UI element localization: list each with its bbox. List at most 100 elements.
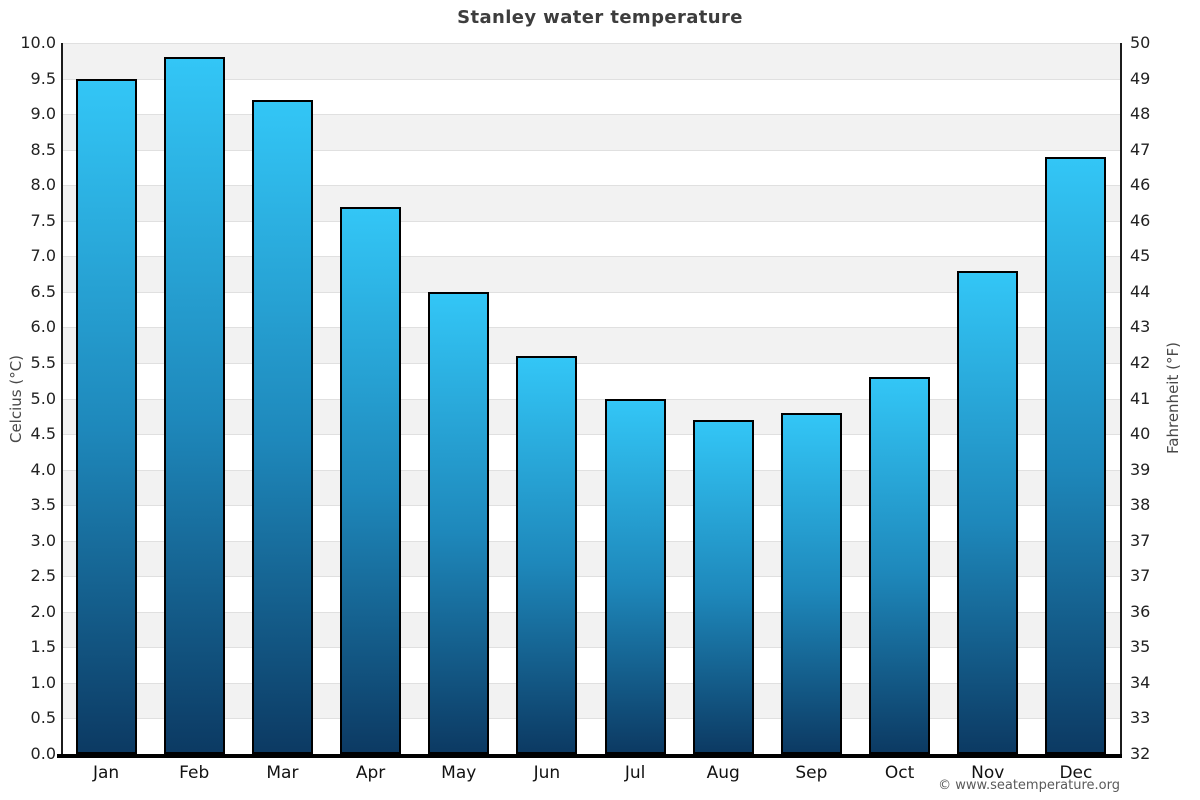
plot-band-row — [62, 505, 1120, 541]
y-tick-right: 37 — [1130, 566, 1151, 586]
gridline — [62, 78, 1120, 80]
y-tick-left: 5.5 — [30, 352, 56, 372]
y-tick-left: 8.0 — [30, 175, 56, 195]
x-tick-jun: Jun — [533, 763, 561, 783]
plot-band-row — [62, 220, 1120, 257]
x-tick-sep: Sep — [795, 763, 828, 783]
gridline — [62, 291, 1120, 293]
plot-band-row — [62, 78, 1120, 115]
y-tick-right: 48 — [1130, 104, 1151, 124]
y-tick-right: 35 — [1130, 637, 1151, 657]
chart-title: Stanley water temperature — [457, 7, 743, 28]
gridline — [62, 362, 1120, 364]
gridline — [62, 611, 1120, 613]
x-tick-mar: Mar — [266, 763, 299, 783]
y-tick-right: 37 — [1130, 530, 1151, 550]
y-tick-right: 34 — [1130, 672, 1151, 692]
y-tick-right: 38 — [1130, 495, 1151, 515]
y-tick-left: 3.0 — [30, 530, 56, 550]
y-tick-right: 39 — [1130, 459, 1151, 479]
y-tick-left: 6.0 — [30, 317, 56, 337]
bar-aug — [692, 419, 754, 754]
gridline — [62, 434, 1120, 436]
bar-mar — [251, 99, 313, 754]
attribution-text: © www.seatemperature.org — [938, 778, 1120, 793]
bar-sep — [780, 412, 842, 754]
y-tick-left: 9.0 — [30, 104, 56, 124]
gridline — [62, 647, 1120, 649]
y-tick-right: 36 — [1130, 601, 1151, 621]
y-tick-right: 46 — [1130, 175, 1151, 195]
plot-band-row — [62, 718, 1120, 754]
gridline — [62, 149, 1120, 151]
y-tick-right: 44 — [1130, 281, 1151, 301]
y-tick-left: 4.5 — [30, 424, 56, 444]
plot-band-row — [62, 611, 1120, 648]
plot-band-row — [62, 43, 1120, 79]
bar-jul — [604, 398, 666, 754]
bar-jun — [516, 355, 578, 754]
gridline — [62, 327, 1120, 329]
y-tick-right: 32 — [1130, 744, 1151, 763]
plot-band-row — [62, 149, 1120, 186]
gridline — [62, 114, 1120, 116]
plot-area — [62, 43, 1120, 754]
y-tick-left: 2.0 — [30, 601, 56, 621]
x-tick-apr: Apr — [355, 763, 386, 783]
y-tick-left: 2.5 — [30, 566, 56, 586]
plot-band-row — [62, 540, 1120, 577]
y-tick-left: 10.0 — [20, 33, 56, 52]
plot-band-row — [62, 434, 1120, 470]
x-tick-aug: Aug — [706, 763, 740, 783]
bar-feb — [163, 57, 225, 754]
y-tick-right: 43 — [1130, 317, 1151, 337]
plot-band-row — [62, 256, 1120, 292]
gridline — [62, 185, 1120, 187]
right-axis-title: Fahrenheit (°F) — [1164, 342, 1182, 454]
bar-nov — [957, 270, 1019, 754]
y-tick-right: 46 — [1130, 210, 1151, 230]
y-tick-left: 1.0 — [30, 672, 56, 692]
gridline — [62, 469, 1120, 471]
x-tick-jul: Jul — [624, 763, 646, 783]
left-axis-line — [61, 43, 63, 754]
gridline — [62, 398, 1120, 400]
right-axis-line — [1120, 43, 1122, 754]
y-tick-left: 7.5 — [30, 210, 56, 230]
y-tick-left: 9.5 — [30, 68, 56, 88]
y-tick-right: 50 — [1130, 33, 1151, 52]
y-tick-right: 45 — [1130, 246, 1151, 266]
x-tick-may: May — [441, 763, 477, 783]
bar-jan — [75, 78, 137, 754]
gridline — [62, 540, 1120, 542]
y-tick-right: 49 — [1130, 68, 1151, 88]
plot-band-row — [62, 114, 1120, 150]
y-tick-left: 0.5 — [30, 708, 56, 728]
y-tick-right: 33 — [1130, 708, 1151, 728]
gridline — [62, 256, 1120, 258]
bar-oct — [869, 377, 931, 754]
x-axis-line — [57, 754, 1122, 758]
gridline — [62, 682, 1120, 684]
plot-band-row — [62, 398, 1120, 435]
x-tick-dec: Dec — [1059, 763, 1093, 783]
plot-band-row — [62, 469, 1120, 506]
y-tick-left: 0.0 — [30, 744, 56, 763]
y-tick-right: 47 — [1130, 139, 1151, 159]
x-tick-feb: Feb — [179, 763, 210, 783]
y-tick-right: 40 — [1130, 424, 1151, 444]
x-tick-oct: Oct — [884, 763, 915, 783]
bar-may — [428, 291, 490, 754]
plot-band-row — [62, 682, 1120, 719]
y-tick-left: 6.5 — [30, 281, 56, 301]
plot-band-row — [62, 185, 1120, 221]
y-tick-left: 1.5 — [30, 637, 56, 657]
plot-band-row — [62, 647, 1120, 683]
y-tick-right: 42 — [1130, 352, 1151, 372]
gridline — [62, 220, 1120, 222]
plot-band-row — [62, 576, 1120, 612]
y-tick-left: 4.0 — [30, 459, 56, 479]
y-tick-left: 8.5 — [30, 139, 56, 159]
y-tick-right: 41 — [1130, 388, 1151, 408]
y-tick-left: 3.5 — [30, 495, 56, 515]
